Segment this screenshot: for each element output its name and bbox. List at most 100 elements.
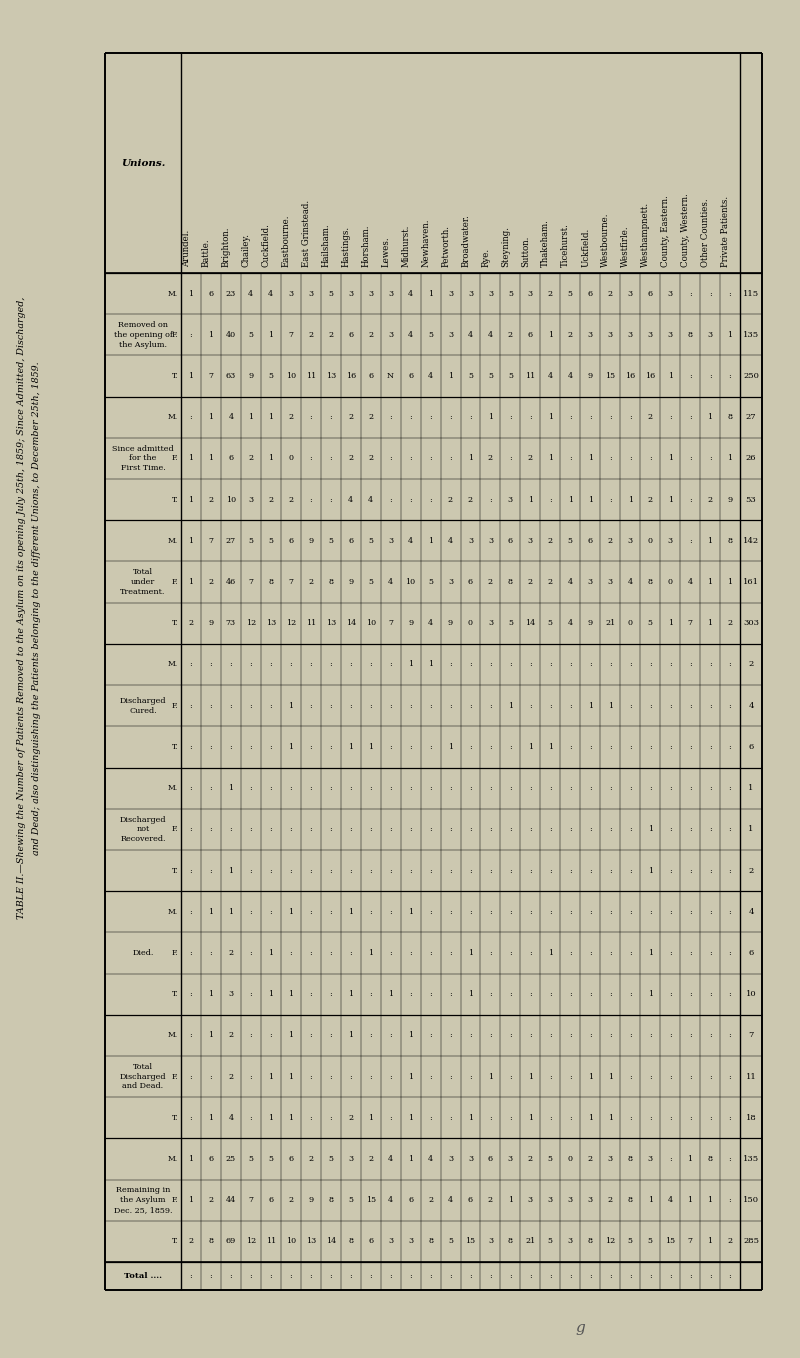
Text: and Dead; also distinguishing the Patients belonging to the different Unions, to: and Dead; also distinguishing the Patien… [33, 361, 42, 854]
Text: :: : [429, 496, 432, 504]
Text: :: : [689, 949, 691, 957]
Text: :: : [589, 826, 592, 834]
Text: 10: 10 [366, 619, 376, 627]
Text: 2: 2 [328, 331, 334, 338]
Text: :: : [410, 496, 412, 504]
Text: :: : [629, 990, 631, 998]
Text: 3: 3 [408, 1237, 413, 1245]
Text: :: : [250, 1272, 252, 1281]
Text: :: : [390, 702, 392, 710]
Text: :: : [410, 784, 412, 792]
Text: 1: 1 [228, 866, 234, 875]
Text: :: : [649, 455, 651, 463]
Text: :: : [330, 784, 332, 792]
Text: :: : [250, 702, 252, 710]
Text: 7: 7 [209, 536, 214, 545]
Text: 1: 1 [647, 866, 653, 875]
Text: 1: 1 [548, 413, 553, 421]
Text: Cuckfield.: Cuckfield. [262, 223, 271, 268]
Text: F.: F. [171, 949, 178, 957]
Text: :: : [310, 907, 312, 915]
Text: 1: 1 [189, 372, 194, 380]
Text: :: : [469, 1031, 472, 1039]
Text: 5: 5 [628, 1237, 633, 1245]
Text: T.: T. [172, 496, 178, 504]
Text: 2: 2 [348, 1114, 354, 1122]
Text: :: : [589, 743, 592, 751]
Text: :: : [330, 826, 332, 834]
Text: :: : [330, 907, 332, 915]
Text: Steyning.: Steyning. [502, 225, 510, 268]
Text: :: : [190, 1272, 192, 1281]
Text: 4: 4 [667, 1196, 673, 1205]
Text: :: : [310, 949, 312, 957]
Text: 3: 3 [667, 331, 673, 338]
Text: :: : [529, 826, 532, 834]
Text: :: : [709, 743, 711, 751]
Text: 3: 3 [548, 1196, 553, 1205]
Text: :: : [709, 826, 711, 834]
Text: 12: 12 [246, 619, 256, 627]
Text: 6: 6 [288, 1156, 294, 1162]
Text: Hailsham.: Hailsham. [322, 223, 330, 268]
Text: :: : [210, 866, 212, 875]
Text: :: : [489, 949, 492, 957]
Text: :: : [410, 826, 412, 834]
Text: 16: 16 [625, 372, 635, 380]
Text: Westfirle.: Westfirle. [621, 225, 630, 268]
Text: :: : [689, 866, 691, 875]
Text: 6: 6 [348, 536, 354, 545]
Text: Remaining in
the Asylum
Dec. 25, 1859.: Remaining in the Asylum Dec. 25, 1859. [114, 1187, 172, 1214]
Text: 1: 1 [428, 536, 433, 545]
Text: 1: 1 [248, 413, 254, 421]
Text: 1: 1 [189, 455, 194, 463]
Text: 4: 4 [428, 1156, 433, 1162]
Text: :: : [429, 1073, 432, 1081]
Text: :: : [649, 1031, 651, 1039]
Text: 3: 3 [528, 289, 533, 297]
Text: :: : [569, 866, 572, 875]
Text: :: : [589, 949, 592, 957]
Text: :: : [370, 702, 372, 710]
Text: 1: 1 [268, 949, 274, 957]
Text: 5: 5 [248, 1156, 254, 1162]
Text: :: : [190, 990, 192, 998]
Text: :: : [509, 1114, 512, 1122]
Text: 1: 1 [707, 1196, 713, 1205]
Text: 1: 1 [448, 743, 453, 751]
Text: 2: 2 [608, 1196, 613, 1205]
Text: :: : [529, 660, 532, 668]
Text: :: : [509, 1031, 512, 1039]
Text: :: : [330, 702, 332, 710]
Text: 115: 115 [743, 289, 759, 297]
Text: F.: F. [171, 702, 178, 710]
Text: Brighton.: Brighton. [222, 227, 231, 268]
Text: 3: 3 [228, 990, 234, 998]
Text: Total
Discharged
and Dead.: Total Discharged and Dead. [120, 1063, 166, 1090]
Text: :: : [330, 949, 332, 957]
Text: 5: 5 [348, 1196, 353, 1205]
Text: 2: 2 [528, 455, 533, 463]
Text: :: : [709, 660, 711, 668]
Text: :: : [589, 1272, 592, 1281]
Text: :: : [250, 660, 252, 668]
Text: :: : [330, 866, 332, 875]
Text: :: : [689, 1272, 691, 1281]
Text: 1: 1 [408, 907, 413, 915]
Text: :: : [429, 1272, 432, 1281]
Text: M.: M. [168, 907, 178, 915]
Text: :: : [390, 1031, 392, 1039]
Text: :: : [489, 1272, 492, 1281]
Text: 3: 3 [448, 1156, 453, 1162]
Text: :: : [569, 784, 572, 792]
Text: 2: 2 [228, 1073, 234, 1081]
Text: 2: 2 [748, 660, 754, 668]
Text: :: : [489, 907, 492, 915]
Text: :: : [429, 907, 432, 915]
Text: 3: 3 [388, 1237, 393, 1245]
Text: 6: 6 [588, 536, 593, 545]
Text: 4: 4 [408, 289, 413, 297]
Text: :: : [310, 496, 312, 504]
Text: :: : [729, 1156, 731, 1162]
Text: :: : [449, 660, 452, 668]
